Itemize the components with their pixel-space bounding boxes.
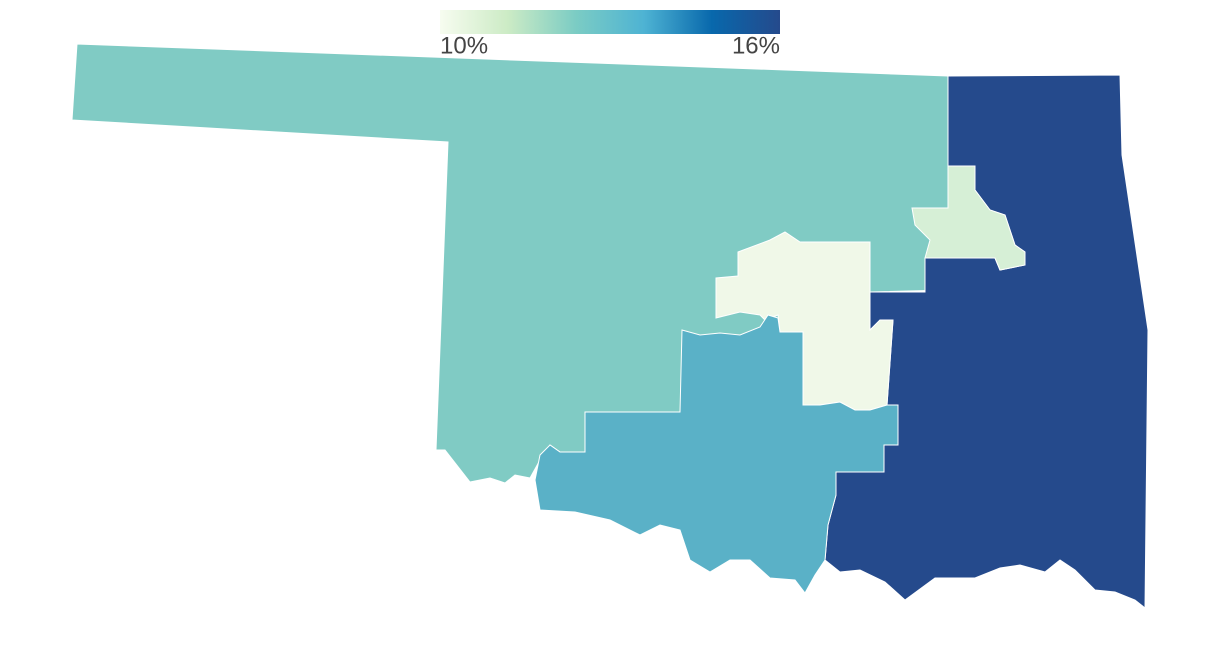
- legend-scale: [440, 10, 780, 34]
- legend-label: 10%: [440, 32, 488, 59]
- district: [911, 165, 1026, 271]
- legend-label: 16%: [732, 32, 780, 59]
- district: [534, 314, 899, 594]
